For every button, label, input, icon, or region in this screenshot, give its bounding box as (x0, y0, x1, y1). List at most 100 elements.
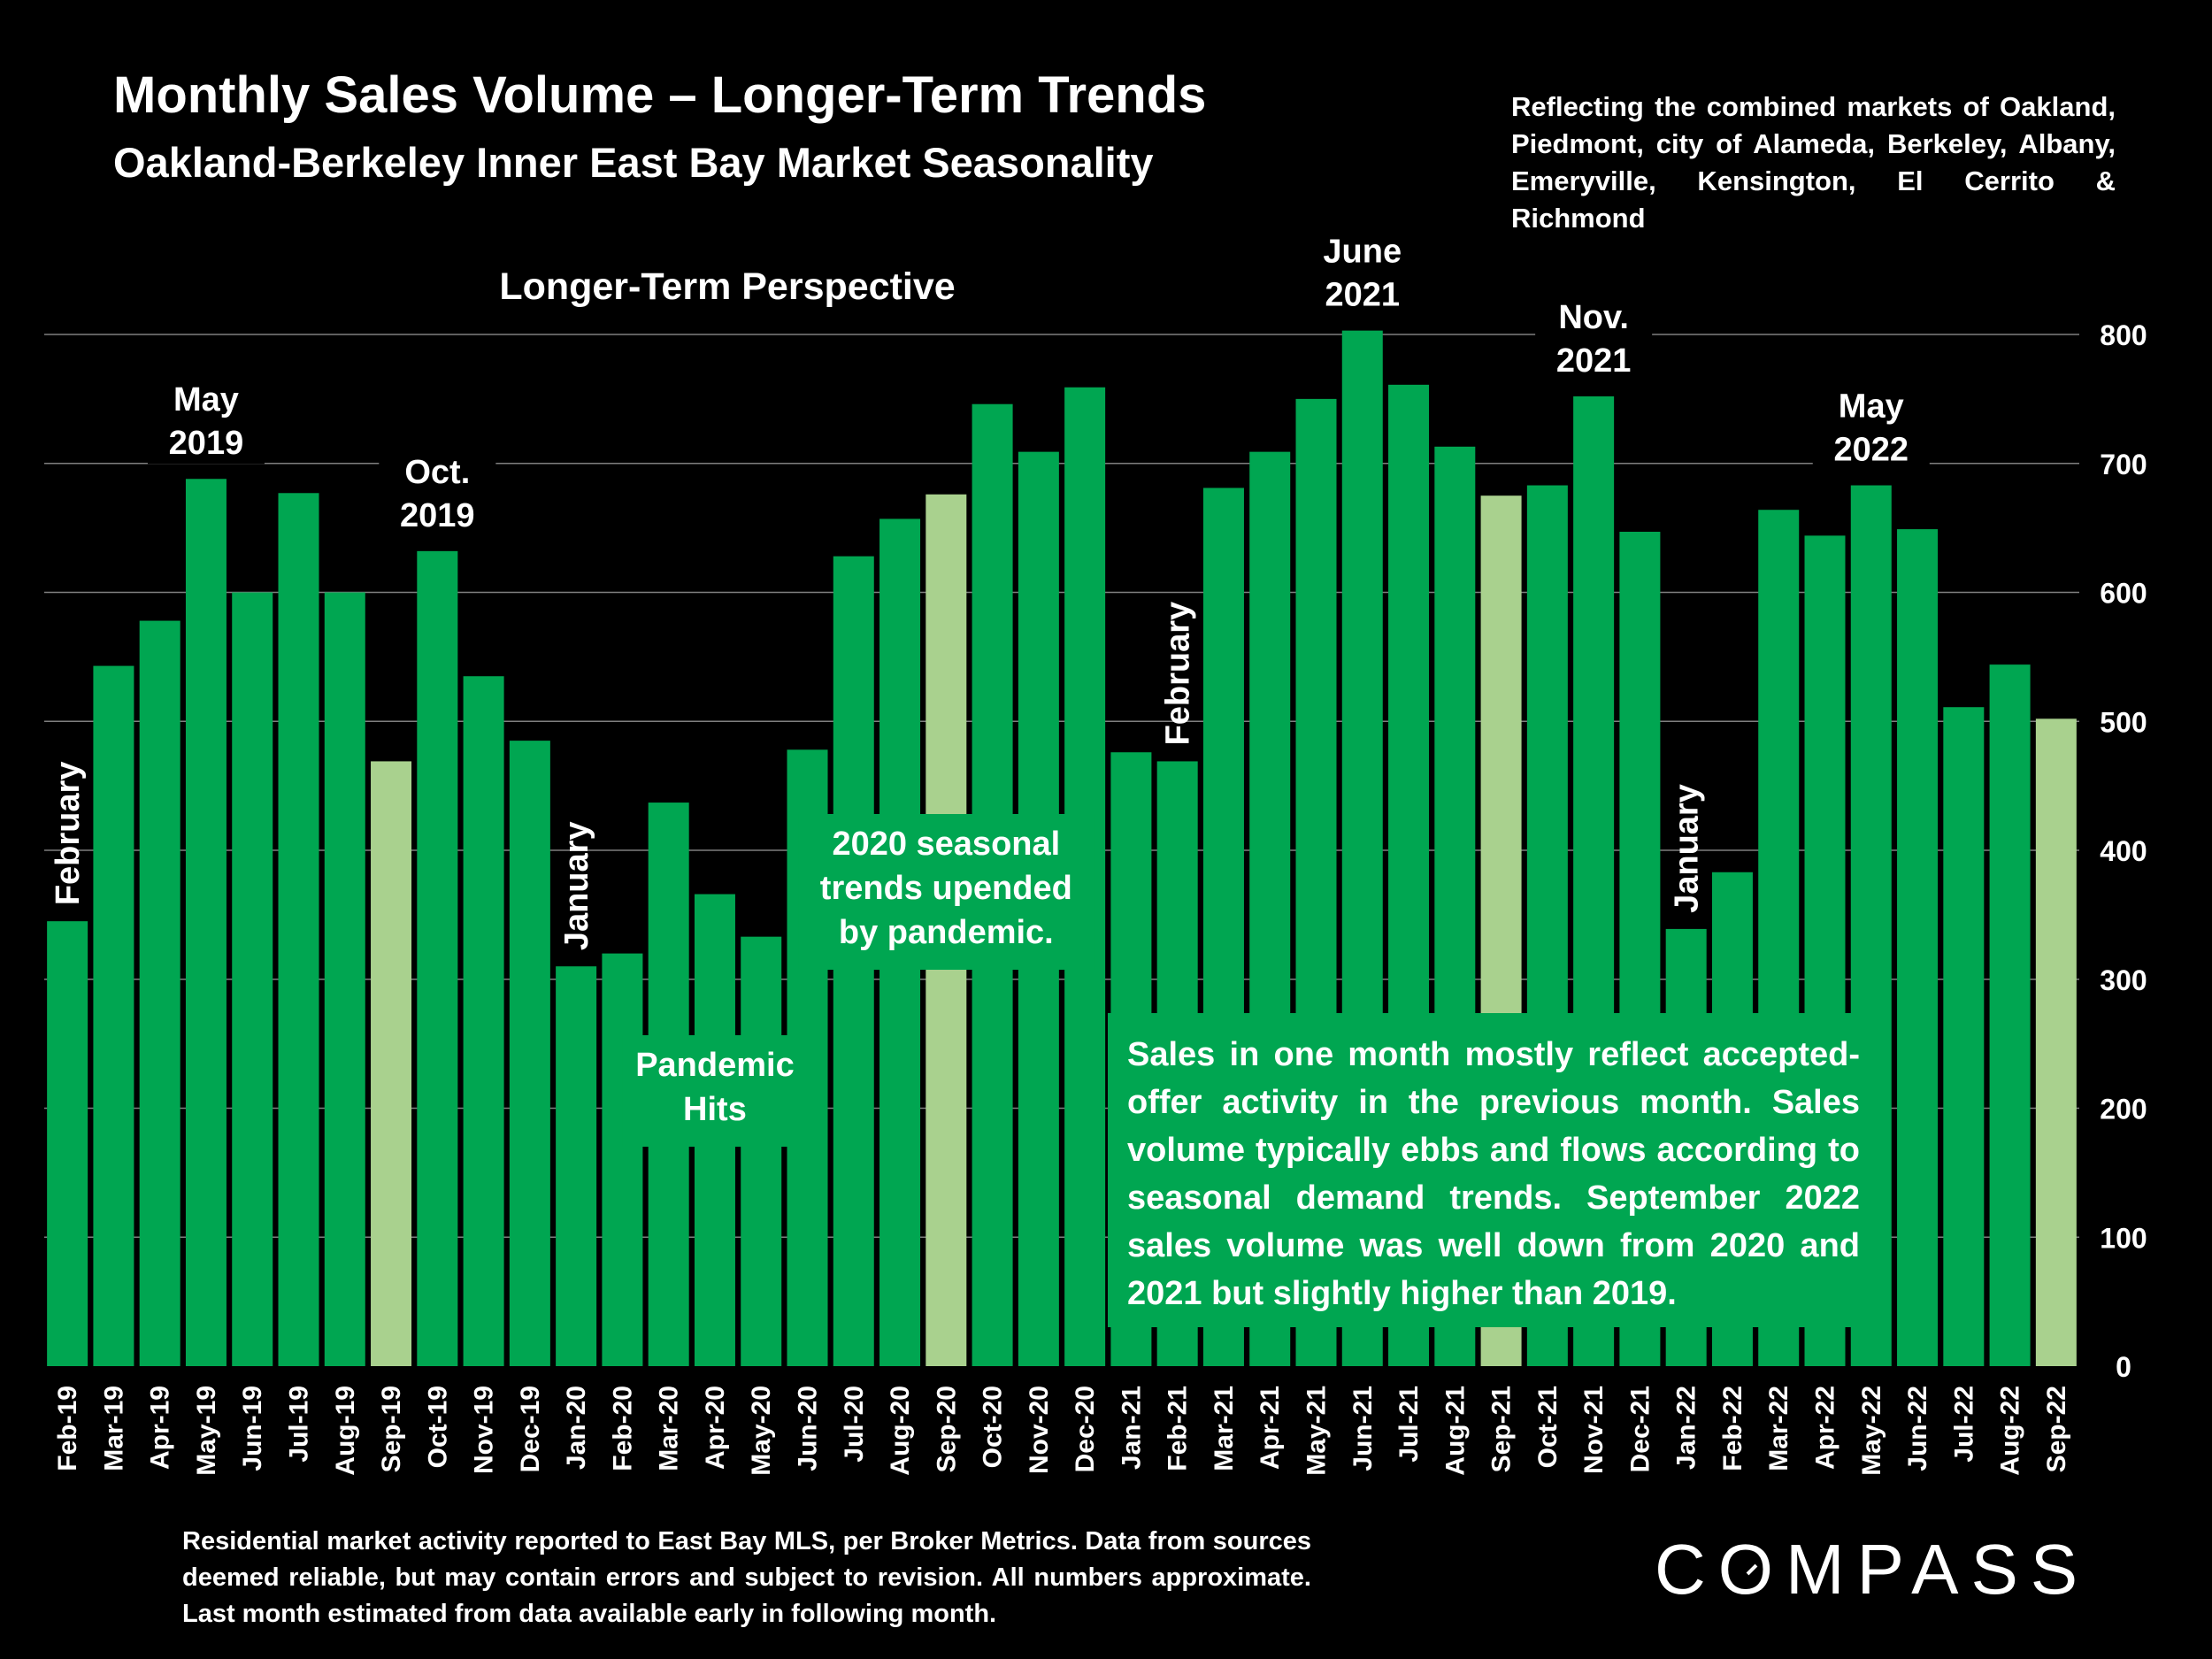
logo-letter: C (1655, 1530, 1718, 1609)
bar (278, 493, 319, 1366)
bar (2035, 718, 2077, 1366)
annotation-label: by pandemic. (839, 914, 1054, 951)
market-coverage-note: Reflecting the combined markets of Oakla… (1511, 91, 2116, 234)
annotation-label: June (1323, 234, 1402, 271)
logo-letter: O (1717, 1530, 1786, 1609)
logo-slash-mark (1746, 1563, 1758, 1576)
y-tick-label: 100 (2100, 1222, 2147, 1254)
annotation-backdrop (1535, 288, 1653, 381)
x-tick-label: Dec-20 (1071, 1386, 1100, 1472)
annotation-box (622, 1035, 807, 1147)
x-tick-label: Nov-20 (1025, 1386, 1054, 1474)
x-tick-label: Apr-21 (1256, 1386, 1285, 1470)
x-tick-label: Oct-19 (423, 1386, 452, 1468)
annotation-label: Pandemic (635, 1047, 795, 1084)
annotation-label: January (1669, 784, 1706, 913)
bar (139, 620, 180, 1366)
x-tick-label: Jun-19 (238, 1386, 267, 1471)
annotation-label: May (1839, 388, 1904, 426)
y-tick-label: 0 (2116, 1351, 2131, 1383)
bar (463, 676, 504, 1366)
x-tick-label: Feb-19 (53, 1386, 82, 1471)
x-tick-label: Aug-22 (1996, 1386, 2025, 1476)
y-tick-label: 400 (2100, 835, 2147, 867)
x-tick-label: Jun-21 (1348, 1386, 1378, 1471)
bar (602, 953, 643, 1366)
y-tick-label: 600 (2100, 578, 2147, 610)
x-tick-label: Mar-19 (99, 1386, 128, 1471)
annotation-backdrop (1303, 223, 1421, 316)
annotation-backdrop (379, 443, 496, 536)
bar (1989, 664, 2031, 1366)
x-tick-label: Mar-21 (1210, 1386, 1239, 1471)
chart-inner-title: Longer-Term Perspective (499, 265, 955, 308)
x-tick-label: Jan-20 (562, 1386, 591, 1470)
x-tick-label: Feb-20 (608, 1386, 637, 1471)
annotation-backdrop (147, 372, 265, 465)
annotation-label: February (50, 762, 87, 906)
x-tick-label: Jul-20 (840, 1386, 869, 1463)
x-tick-label: Jan-22 (1672, 1386, 1701, 1470)
x-tick-label: Mar-20 (655, 1386, 684, 1471)
logo-letter: S (1970, 1530, 2031, 1609)
bar (1943, 707, 1985, 1366)
x-tick-label: Sep-19 (377, 1386, 406, 1472)
annotation-label: trends upended (820, 870, 1072, 907)
x-tick-label: Dec-19 (516, 1386, 545, 1472)
x-tick-label: Feb-22 (1718, 1386, 1747, 1471)
annotation-label: February (1160, 602, 1197, 746)
x-tick-label: May-19 (192, 1386, 221, 1476)
x-tick-label: Apr-19 (146, 1386, 175, 1470)
annotation-label: 2021 (1325, 277, 1400, 314)
bar (93, 665, 134, 1366)
annotation-label: May (173, 381, 239, 419)
x-tick-label: Dec-21 (1625, 1386, 1655, 1472)
x-tick-label: Sep-20 (932, 1386, 961, 1472)
bar (556, 966, 597, 1366)
bar (509, 741, 550, 1366)
x-tick-label: Jul-22 (1949, 1386, 1978, 1463)
x-tick-label: May-22 (1857, 1386, 1886, 1476)
bar (417, 550, 458, 1366)
x-tick-label: Jul-21 (1394, 1386, 1424, 1463)
bar (47, 921, 88, 1366)
annotation-label: 2019 (169, 425, 244, 462)
annotation-box (798, 814, 1094, 970)
x-tick-label: May-20 (747, 1386, 776, 1476)
x-tick-label: Oct-21 (1533, 1386, 1563, 1468)
bar (232, 592, 273, 1366)
bar (324, 592, 365, 1366)
annotation-label: Nov. (1558, 299, 1629, 336)
bar (185, 479, 227, 1366)
x-tick-label: Jun-20 (794, 1386, 823, 1471)
x-tick-label: Mar-22 (1764, 1386, 1793, 1471)
x-tick-label: Sep-21 (1487, 1386, 1517, 1472)
x-tick-label: Jan-21 (1117, 1386, 1146, 1470)
x-tick-label: Apr-22 (1811, 1386, 1840, 1470)
y-tick-label: 200 (2100, 1094, 2147, 1125)
x-tick-label: Jun-22 (1903, 1386, 1932, 1471)
y-tick-label: 500 (2100, 706, 2147, 738)
y-tick-label: 300 (2100, 964, 2147, 996)
annotation-label: 2019 (400, 497, 475, 534)
x-tick-label: Nov-19 (470, 1386, 499, 1474)
logo-letter: M (1786, 1530, 1857, 1609)
logo-letter: A (1911, 1530, 1971, 1609)
callout-text: Sales in one month mostly reflect accept… (1127, 1036, 1860, 1312)
annotation-label: January (558, 821, 595, 950)
y-tick-label: 800 (2100, 319, 2147, 351)
logo-letter: P (1856, 1530, 1912, 1609)
x-tick-label: Jul-19 (285, 1386, 314, 1463)
x-tick-label: Sep-22 (2042, 1386, 2071, 1472)
x-tick-label: Feb-21 (1164, 1386, 1193, 1471)
annotation-label: Oct. (404, 454, 470, 491)
annotation-label: 2020 seasonal (832, 826, 1060, 863)
annotation-backdrop (1812, 378, 1930, 471)
x-tick-label: Apr-20 (701, 1386, 730, 1470)
bar (741, 936, 782, 1366)
x-tick-label: Oct-20 (979, 1386, 1008, 1468)
x-tick-label: Aug-21 (1440, 1386, 1470, 1476)
annotation-label: 2021 (1556, 342, 1632, 380)
x-tick-label: Aug-20 (886, 1386, 915, 1476)
bar (371, 761, 412, 1366)
